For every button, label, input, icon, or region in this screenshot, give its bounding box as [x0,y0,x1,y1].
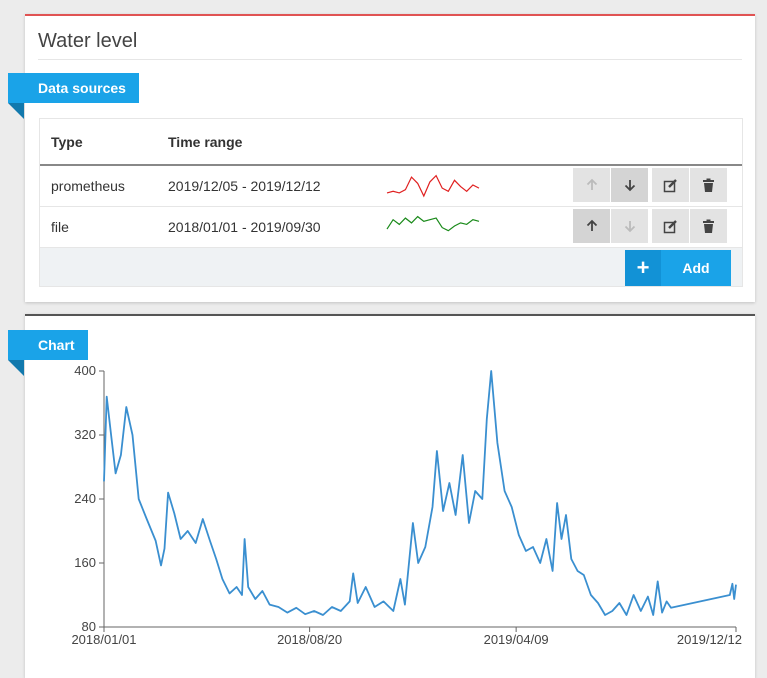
move-buttons [573,168,649,202]
series-line [103,370,737,616]
chart-ribbon: Chart [8,330,88,376]
row-time-range: 2018/01/01 - 2019/09/30 [168,219,321,235]
table-header: Type Time range [40,119,742,166]
sparkline-path [386,174,480,198]
chart-panel: Chart 80 160 240 320 400 2018/01/01 2018/08/20… [8,314,755,678]
add-source-button[interactable]: + Add [625,250,731,286]
y-tick-label: 160 [74,555,96,570]
move-down-button[interactable] [611,209,648,243]
arrow-down-icon [624,180,635,192]
move-down-button[interactable] [611,168,648,202]
row-actions [652,209,728,243]
arrow-down-icon [624,221,635,233]
edit-button[interactable] [652,168,689,202]
edit-icon [663,219,677,233]
header-type: Type [51,134,83,150]
row-time-range: 2019/12/05 - 2019/12/12 [168,178,321,194]
edit-icon [663,178,677,192]
move-up-button[interactable] [573,209,610,243]
plus-icon: + [625,250,661,286]
trash-icon [703,178,714,192]
data-sources-table: Type Time range prometheus 2019/12/05 - … [39,118,743,287]
y-tick-label: 80 [82,619,96,634]
table-row: prometheus 2019/12/05 - 2019/12/12 [40,166,742,207]
y-tick-label: 400 [74,363,96,378]
data-sources-ribbon: Data sources [8,73,139,119]
sparkline [386,174,480,198]
panel-title: Water level [38,30,138,52]
table-footer: + Add [40,248,742,286]
move-up-button[interactable] [573,168,610,202]
table-row: file 2018/01/01 - 2019/09/30 [40,207,742,248]
edit-button[interactable] [652,209,689,243]
header-time-range: Time range [168,134,243,150]
title-divider [38,59,742,60]
sparkline [386,215,480,232]
x-tick-label: 2018/01/01 [71,632,136,647]
delete-button[interactable] [690,209,727,243]
water-level-panel: Water level Data sources Type Time range… [8,14,755,302]
water-level-chart: 80 160 240 320 400 2018/01/01 2018/08/20 2019/0… [71,363,742,647]
arrow-up-icon [586,219,597,231]
trash-icon [703,219,714,233]
x-tick-label: 2019/12/12 [677,632,742,647]
arrow-up-icon [586,178,597,190]
add-label: Add [682,260,710,276]
x-tick-label: 2019/04/09 [484,632,549,647]
y-tick-label: 240 [74,491,96,506]
row-actions [652,168,728,202]
delete-button[interactable] [690,168,727,202]
move-buttons [573,209,649,243]
row-type: prometheus [51,178,125,194]
y-tick-label: 320 [74,427,96,442]
row-type: file [51,219,69,235]
x-tick-label: 2018/08/20 [277,632,342,647]
sparkline-path [386,215,480,232]
